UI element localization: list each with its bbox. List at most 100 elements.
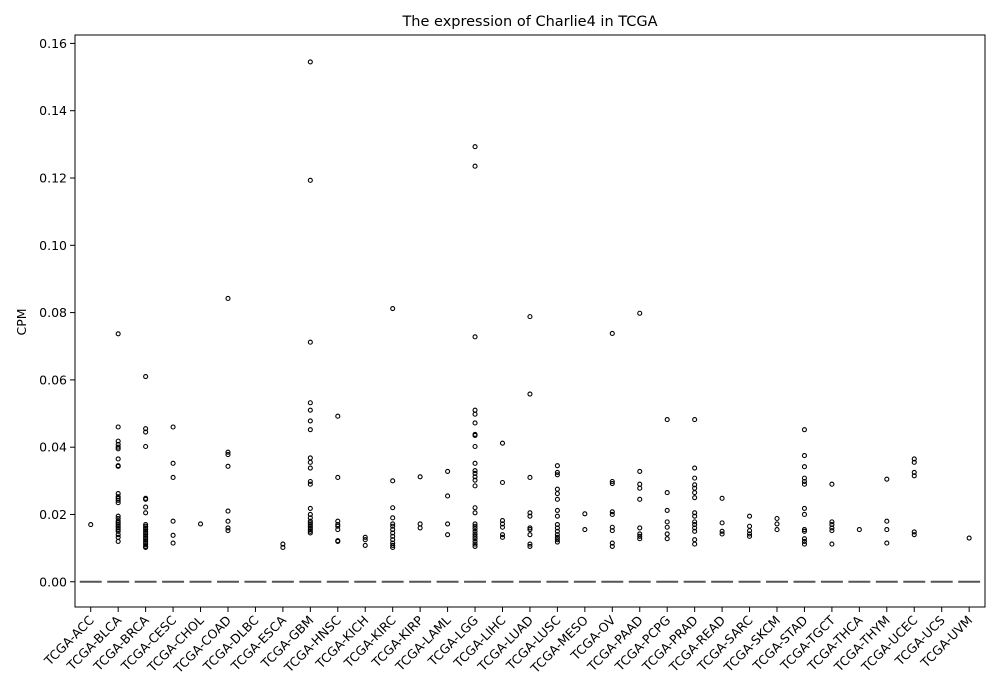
outlier-point (472, 543, 478, 549)
outlier-point (472, 521, 478, 527)
outlier-point (637, 533, 643, 539)
outlier-point (390, 542, 396, 548)
chart-title: The expression of Charlie4 in TCGA (401, 14, 657, 30)
outlier-point (829, 528, 835, 534)
outlier-point (115, 513, 121, 519)
outlier-point (115, 520, 121, 526)
outlier-point (417, 525, 423, 531)
outlier-point (554, 522, 560, 528)
outlier-point (746, 523, 753, 529)
outlier-point (472, 468, 478, 474)
outlier-point (637, 468, 643, 474)
outlier-point (609, 511, 615, 518)
outlier-point (307, 528, 313, 534)
outlier-point (774, 527, 780, 533)
outlier-point (884, 476, 890, 482)
outlier-point (307, 522, 313, 528)
outlier-point (801, 464, 808, 470)
outlier-point (719, 495, 725, 501)
outlier-point (856, 527, 862, 533)
outlier-point (692, 510, 698, 516)
outlier-point (225, 295, 231, 302)
outlier-point (307, 511, 313, 518)
outlier-point (417, 474, 423, 480)
outlier-point (143, 527, 149, 533)
outlier-point (692, 417, 698, 423)
outlier-point (472, 443, 478, 450)
y-tick-label: 0.14 (39, 103, 67, 118)
outlier-point (829, 522, 835, 528)
outlier-point (390, 530, 396, 536)
outlier-point (472, 531, 478, 537)
outlier-point (143, 504, 149, 510)
outlier-point (335, 522, 341, 528)
outlier-point (637, 485, 643, 491)
outlier-point (143, 426, 149, 432)
outlier-point (115, 463, 121, 469)
outlier-point (554, 534, 560, 540)
outlier-point (143, 530, 149, 536)
outlier-point (225, 449, 231, 455)
outlier-point (746, 533, 753, 539)
outlier-point (115, 527, 121, 533)
outlier-point (390, 515, 396, 521)
outlier-point (527, 541, 533, 547)
outlier-point (335, 527, 341, 533)
outlier-point (554, 537, 560, 543)
outlier-point (499, 524, 506, 530)
outlier-point (115, 446, 121, 452)
outlier-point (609, 543, 615, 549)
outlier-point (390, 527, 396, 533)
outlier-point (692, 528, 698, 534)
outlier-point (637, 531, 643, 537)
outlier-point (774, 521, 780, 527)
outlier-point (362, 537, 368, 543)
outlier-point (445, 493, 451, 499)
outlier-point (307, 177, 313, 183)
outlier-point (472, 432, 478, 438)
y-tick-label: 0.04 (39, 440, 67, 455)
outlier-point (225, 508, 231, 514)
outlier-point (307, 515, 313, 521)
outlier-point (307, 478, 313, 485)
outlier-point (170, 540, 176, 546)
outlier-point (143, 443, 149, 450)
outlier-point (527, 532, 533, 538)
outlier-point (554, 513, 560, 519)
outlier-point (801, 528, 808, 534)
outlier-point (115, 331, 121, 337)
outlier-point (801, 538, 808, 544)
outlier-point (554, 528, 560, 534)
outlier-point (554, 469, 560, 475)
outlier-point (307, 455, 313, 461)
outlier-point (527, 314, 533, 320)
outlier-point (307, 481, 313, 487)
y-tick-label: 0.00 (39, 574, 67, 589)
outlier-point (115, 456, 121, 462)
outlier-point (280, 544, 286, 550)
outlier-point (170, 424, 176, 430)
outlier-point (554, 496, 560, 502)
outlier-point (692, 495, 698, 501)
outlier-point (115, 518, 121, 524)
outlier-point (143, 535, 149, 541)
outlier-point (143, 542, 149, 548)
outlier-point (472, 536, 478, 542)
outlier-point (170, 460, 176, 466)
outlier-point (417, 521, 423, 527)
outlier-point (445, 532, 451, 538)
outlier-point (307, 518, 313, 524)
outlier-point (499, 479, 506, 486)
outlier-point (115, 525, 121, 531)
outlier-point (143, 522, 149, 528)
outlier-point (472, 526, 478, 532)
outlier-point (527, 391, 533, 397)
outlier-point (554, 532, 560, 538)
outlier-point (499, 517, 506, 524)
outlier-point (719, 520, 725, 526)
outlier-point (554, 472, 560, 478)
outlier-point (307, 339, 313, 345)
outlier-point (390, 523, 396, 529)
outlier-point (362, 534, 368, 540)
outlier-point (472, 334, 478, 340)
